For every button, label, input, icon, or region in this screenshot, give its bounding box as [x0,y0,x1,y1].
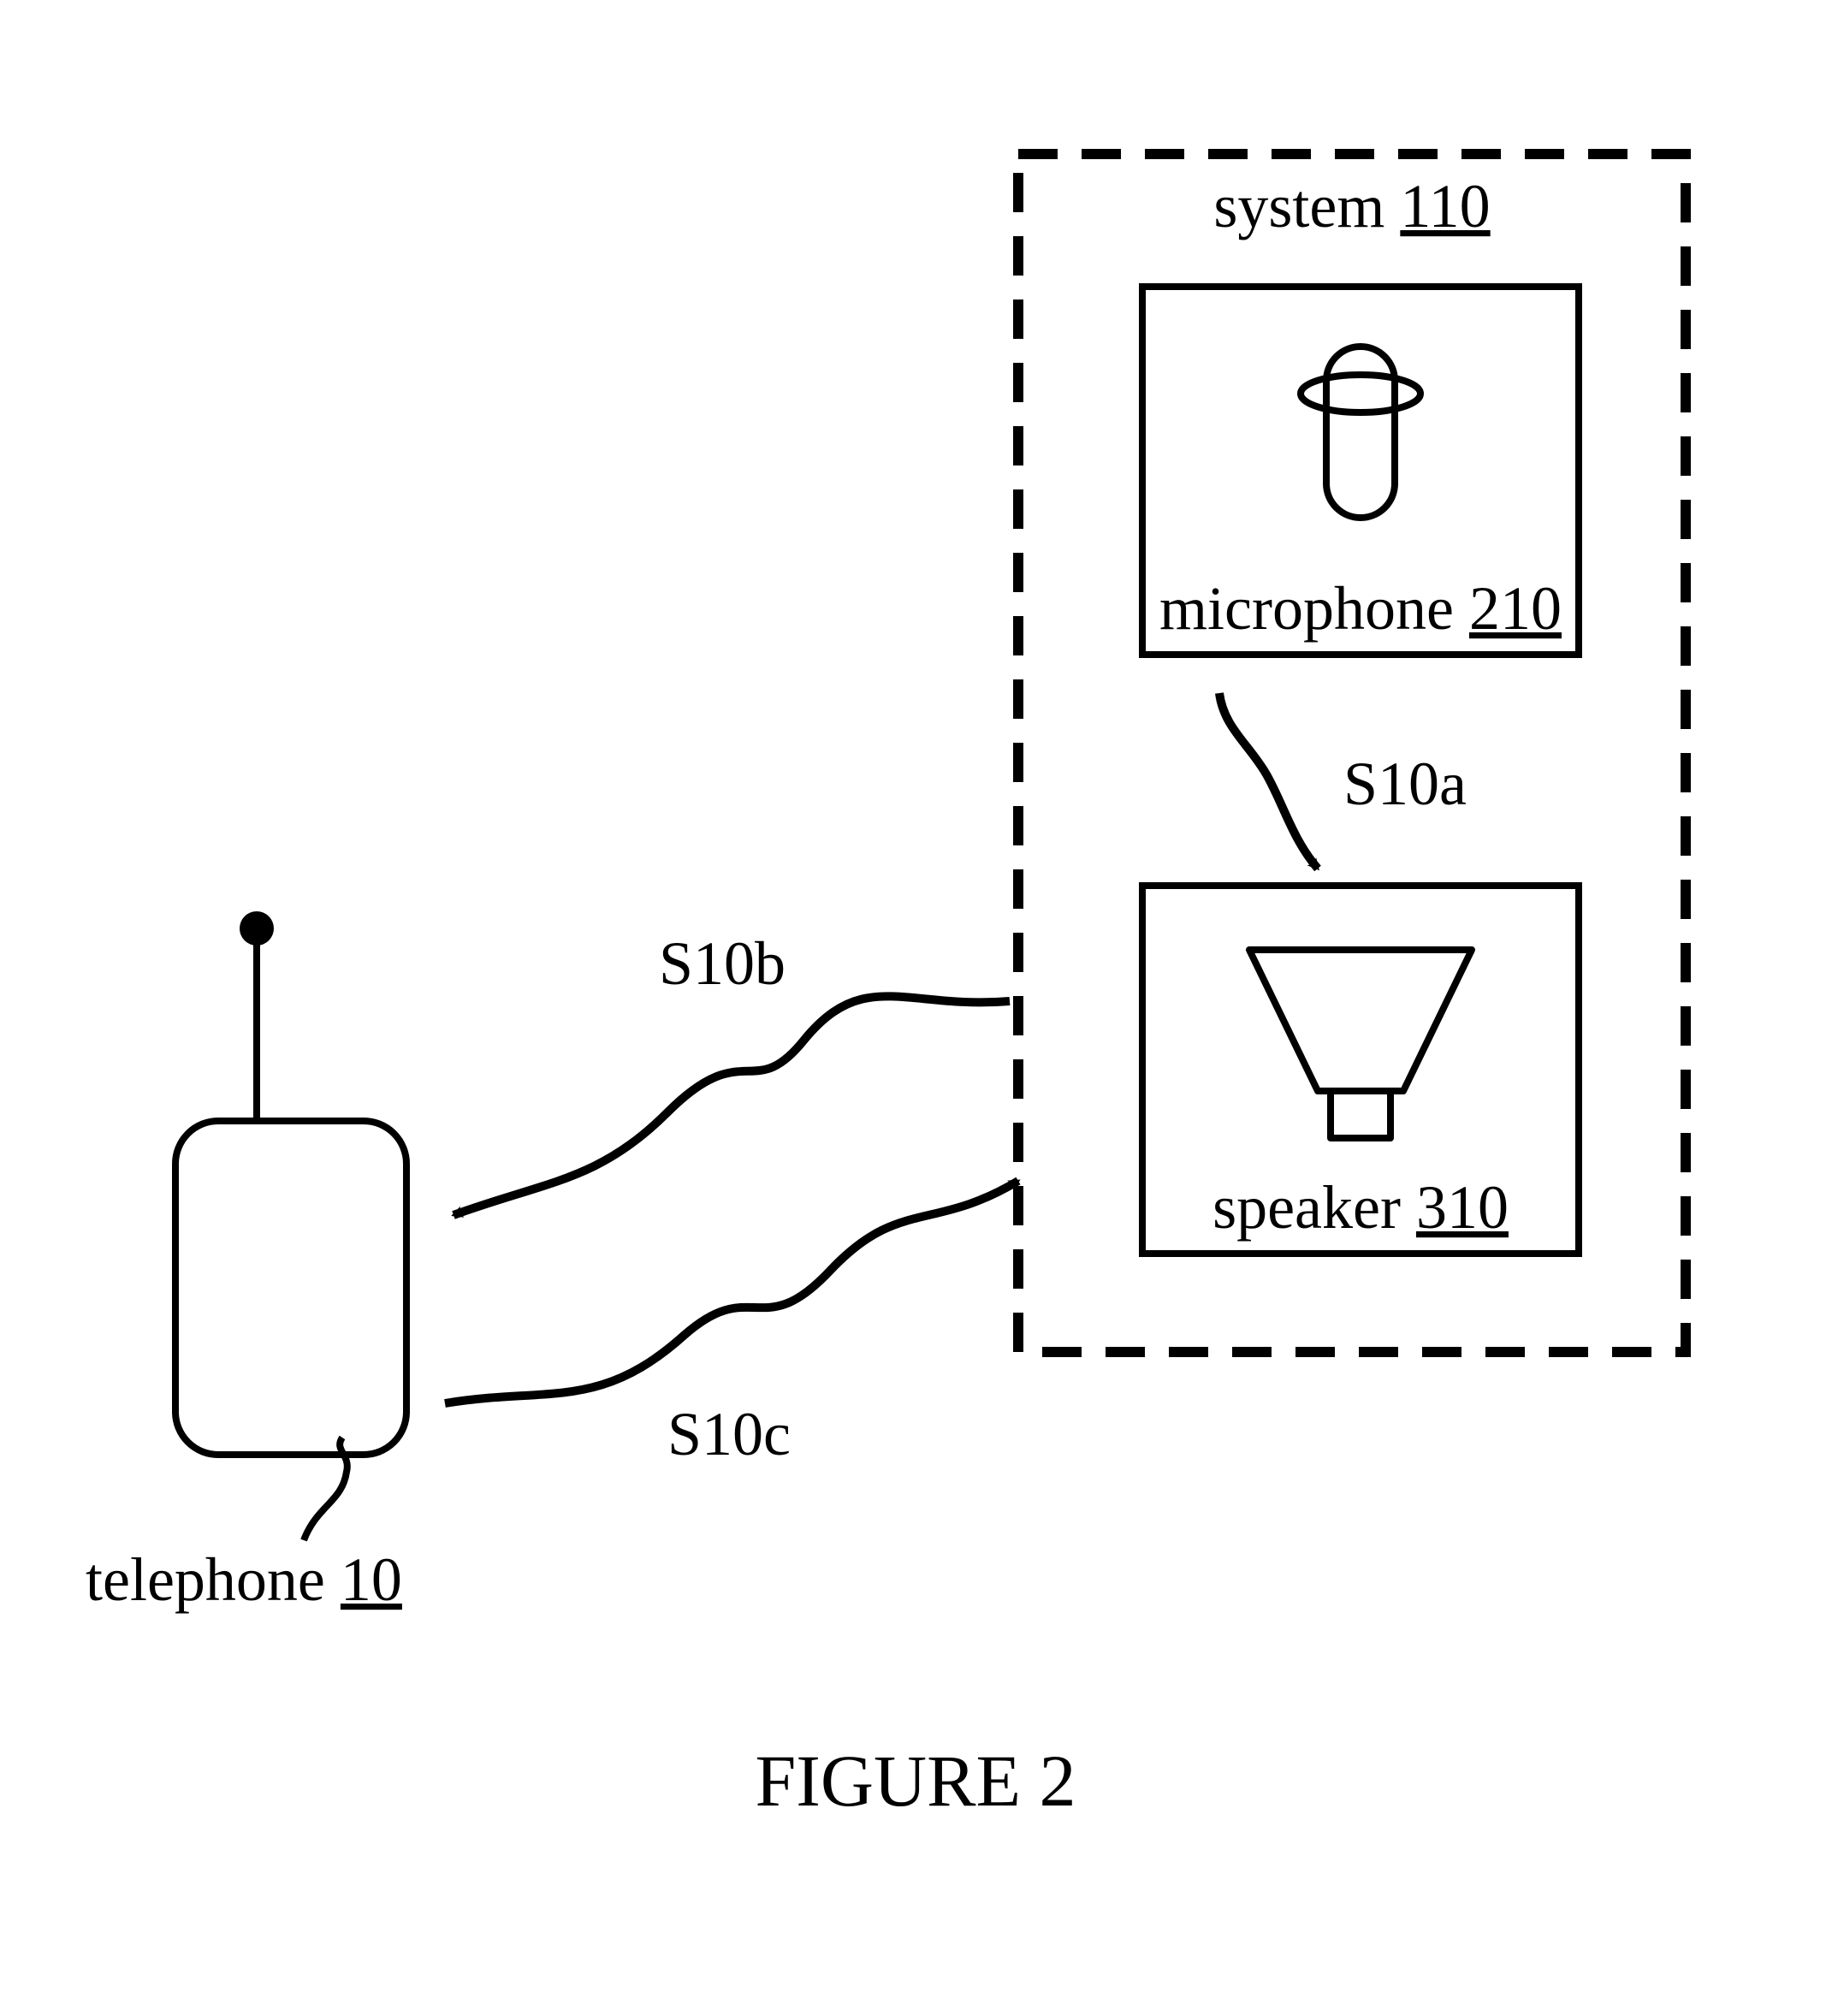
microphone-label-text: microphone [1159,574,1469,643]
telephone-label-num: 10 [341,1545,402,1614]
s10b-label: S10b [659,929,786,998]
speaker-310: speaker 310 [1142,886,1579,1254]
figure-label: FIGURE 2 [755,1740,1076,1822]
signal-s10b: S10b [454,929,1010,1215]
telephone-label-text: telephone [86,1545,341,1614]
figure2-diagram: system 110 microphone 210 speaker 310 [0,0,1832,2016]
speaker-label: speaker 310 [1212,1173,1509,1242]
signal-s10c: S10c [445,1181,1018,1468]
system-label-text: system [1213,172,1400,240]
telephone-antenna-tip [240,911,274,946]
telephone-10: telephone 10 [86,911,406,1614]
microphone-icon [1301,347,1420,518]
microphone-210: microphone 210 [1142,287,1579,655]
s10a-arrow [1219,693,1318,869]
s10c-label: S10c [667,1400,791,1468]
system-label-num: 110 [1400,172,1490,240]
speaker-label-text: speaker [1212,1173,1416,1242]
microphone-label-num: 210 [1469,574,1562,643]
microphone-label: microphone 210 [1159,574,1562,643]
telephone-label: telephone 10 [86,1545,402,1614]
speaker-label-num: 310 [1416,1173,1509,1242]
s10b-arrow [454,996,1010,1215]
system-label: system 110 [1213,172,1490,240]
signal-s10a: S10a [1219,693,1467,869]
telephone-body [175,1121,406,1455]
speaker-icon [1249,950,1472,1138]
s10c-arrow [445,1181,1018,1403]
s10a-label: S10a [1343,750,1467,818]
